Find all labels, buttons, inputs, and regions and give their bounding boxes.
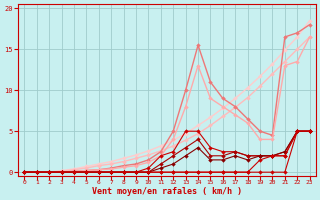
X-axis label: Vent moyen/en rafales ( km/h ): Vent moyen/en rafales ( km/h ) [92, 187, 242, 196]
